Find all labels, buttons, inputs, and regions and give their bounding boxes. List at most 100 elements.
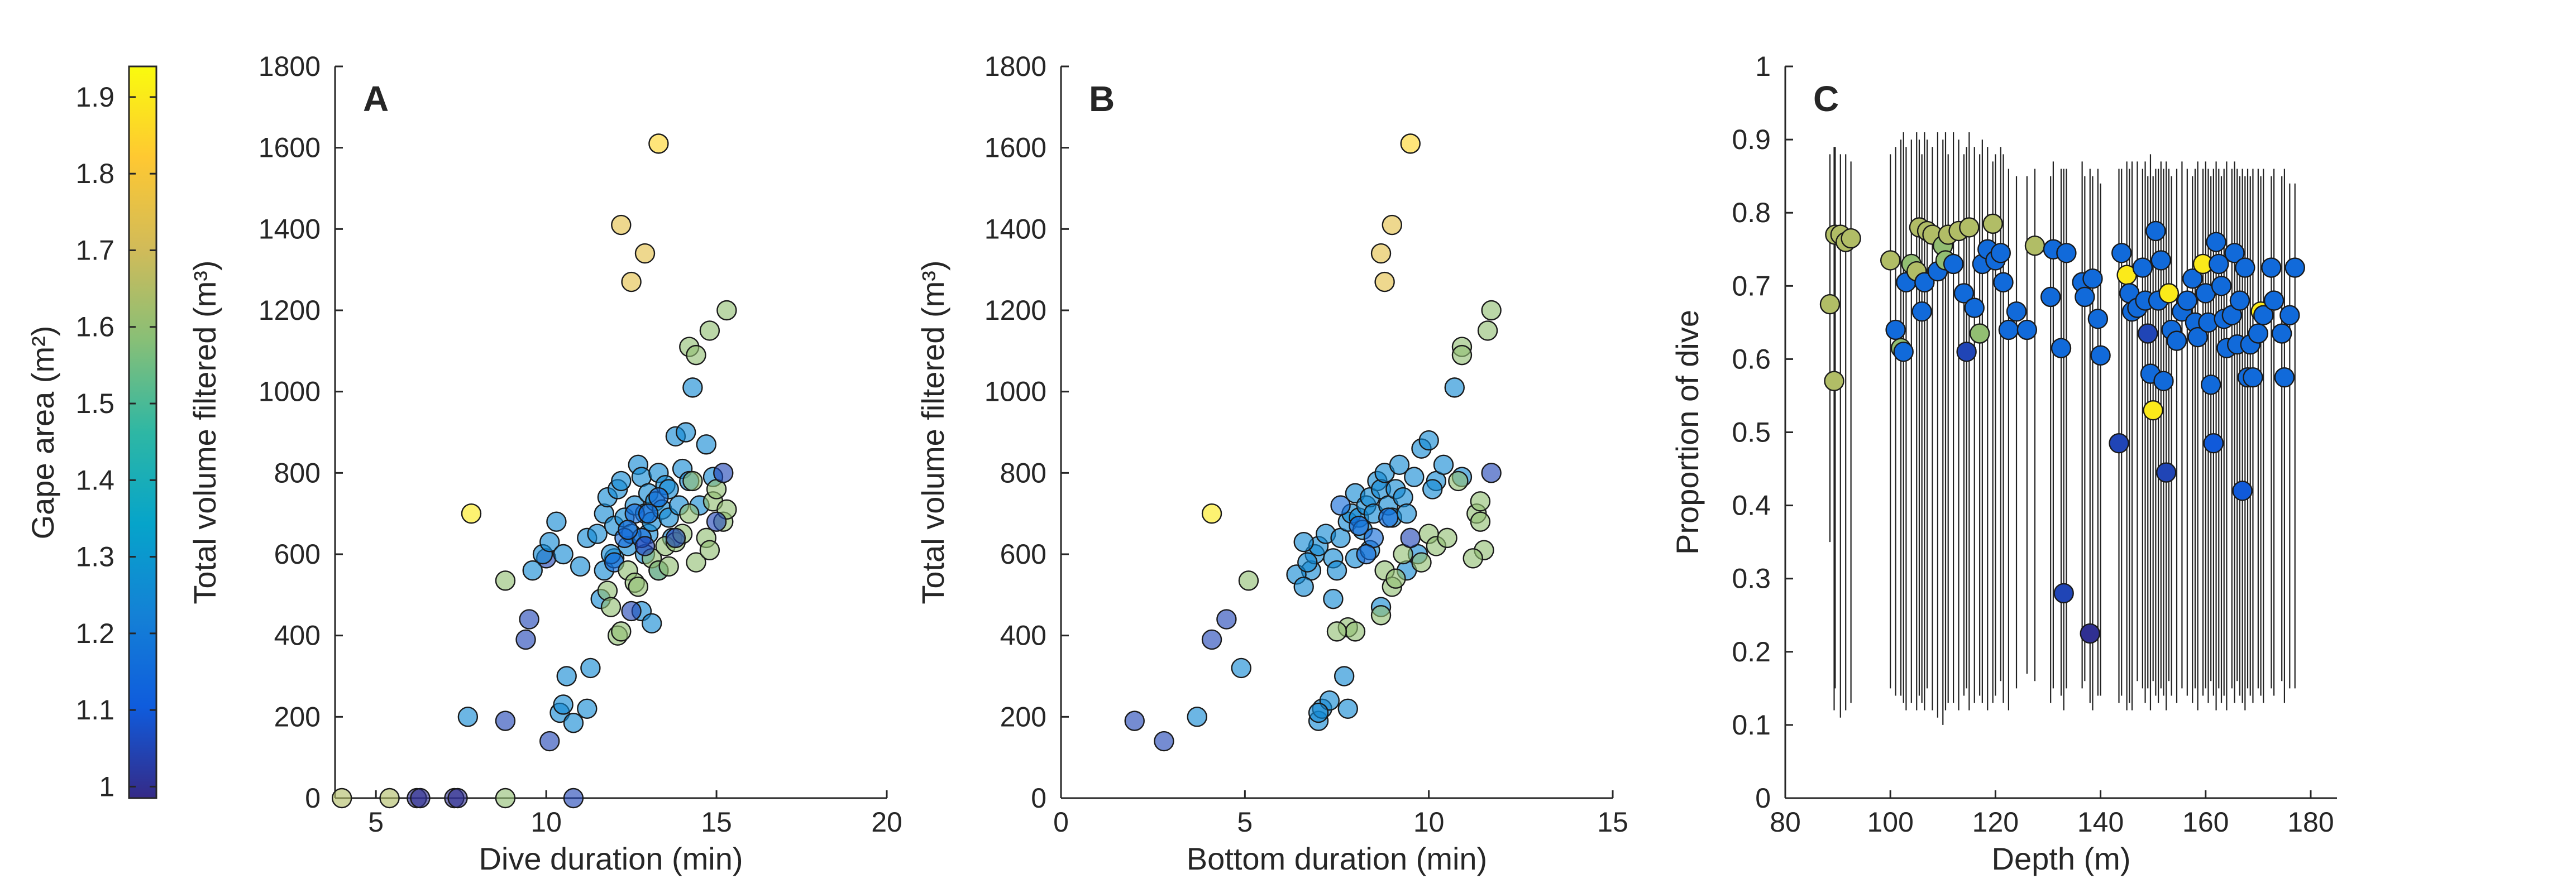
data-point (1330, 495, 1351, 516)
x-tick-label: 140 (2077, 806, 2124, 838)
data-point (2082, 268, 2103, 289)
data-point (2080, 623, 2100, 644)
y-tick-label: 0 (1031, 782, 1046, 814)
data-point (1448, 470, 1469, 492)
data-point (713, 463, 734, 483)
data-point (1400, 133, 1421, 154)
y-tick-label: 0.9 (1732, 124, 1771, 155)
data-point (580, 657, 601, 679)
x-tick-label: 180 (2287, 806, 2334, 838)
y-tick-label: 0.4 (1732, 490, 1771, 521)
colorbar-tick-label: 1.9 (75, 81, 114, 113)
data-point (1411, 552, 1432, 573)
y-tick-label: 600 (1000, 539, 1046, 570)
data-point (2263, 290, 2285, 311)
data-point (679, 503, 700, 524)
data-point (2090, 345, 2111, 366)
data-point (563, 788, 584, 809)
data-point (2153, 371, 2174, 391)
data-point (1337, 698, 1358, 719)
data-point (1880, 250, 1901, 271)
data-point (1964, 297, 1985, 318)
y-tick-label: 1000 (984, 376, 1046, 407)
data-point (1911, 301, 1932, 322)
data-point (1378, 507, 1399, 528)
data-point (699, 320, 720, 341)
y-tick-label: 0.5 (1732, 417, 1771, 448)
y-tick-label: 0 (305, 782, 321, 814)
data-point (1990, 243, 2011, 263)
panel-label: A (363, 79, 389, 119)
data-point (331, 788, 352, 809)
data-point (1345, 621, 1366, 642)
data-point (457, 707, 479, 727)
data-point (634, 536, 656, 556)
data-point (1293, 531, 1314, 553)
data-point (2166, 330, 2187, 351)
data-point (1914, 272, 1935, 292)
data-point (1481, 463, 1502, 483)
data-point (638, 503, 659, 524)
colorbar-label: Gape area (m²) (25, 326, 60, 540)
data-point (553, 544, 573, 565)
panel-label: B (1089, 79, 1115, 119)
data-point (587, 524, 608, 544)
data-point (699, 540, 720, 560)
data-point (1389, 454, 1410, 475)
data-point (1998, 319, 2019, 340)
data-point (641, 613, 662, 634)
data-point (2075, 286, 2095, 308)
data-point (1841, 228, 1861, 249)
data-point (1374, 271, 1395, 292)
y-tick-label: 200 (1000, 701, 1046, 732)
y-tick-label: 1600 (259, 132, 321, 164)
data-point (2150, 250, 2171, 271)
colorbar-gradient (128, 65, 157, 799)
data-point (1953, 283, 1975, 304)
data-point (618, 520, 638, 540)
x-axis-title: Dive duration (min) (479, 841, 743, 876)
colorbar-tick-label: 1 (99, 771, 114, 802)
data-point (2271, 323, 2292, 344)
x-tick-label: 0 (1053, 806, 1069, 838)
data-point (611, 470, 632, 492)
data-point (2224, 243, 2245, 263)
data-point (563, 713, 584, 733)
panel-c: 80 100 120 140 160 180 0 0.1 0.2 0.3 0.4 0.5 0.6 0.7 0… (1670, 51, 2337, 876)
x-tick-label: 120 (1972, 806, 2019, 838)
data-point (2024, 235, 2045, 256)
data-point (522, 560, 543, 581)
data-point (665, 527, 686, 549)
data-point (2145, 220, 2166, 242)
data-point (1885, 319, 1906, 340)
data-point (546, 511, 567, 532)
x-tick-label: 10 (1413, 806, 1445, 838)
data-point (686, 552, 706, 573)
data-point (1154, 731, 1174, 752)
x-tick-label: 10 (531, 806, 562, 838)
data-point (570, 556, 591, 577)
data-point (1481, 300, 1502, 321)
data-point (1293, 577, 1314, 597)
data-point (577, 698, 598, 719)
data-point (682, 470, 703, 492)
x-tick-label: 15 (701, 806, 732, 838)
colorbar: 1 1.1 1.2 1.3 1.4 1.5 1.6 1.7 1.8 1.9 Gape area (… (25, 65, 157, 802)
data-point (461, 503, 482, 524)
data-point (1201, 629, 1222, 650)
x-tick-label: 20 (871, 806, 902, 838)
data-point (1349, 515, 1369, 536)
data-point (1470, 491, 1491, 512)
colorbar-tick-label: 1.6 (75, 311, 114, 343)
data-point (1959, 217, 1980, 238)
y-tick-label: 400 (274, 620, 321, 651)
x-tick-label: 100 (1867, 806, 1913, 838)
data-point (1124, 710, 1145, 731)
x-tick-label: 5 (1237, 806, 1253, 838)
y-tick-label: 600 (274, 539, 321, 570)
data-point (2006, 301, 2027, 322)
data-point (2158, 283, 2180, 304)
data-point (379, 788, 400, 809)
data-point (1422, 479, 1443, 500)
data-point (2206, 232, 2226, 252)
